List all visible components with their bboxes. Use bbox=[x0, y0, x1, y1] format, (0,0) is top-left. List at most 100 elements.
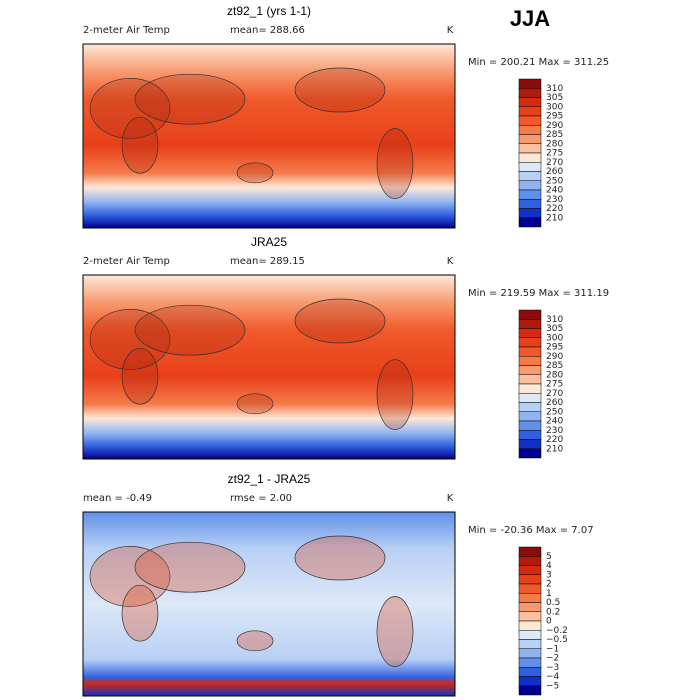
colorbar-label: 210 bbox=[546, 213, 563, 223]
colorbar-swatch bbox=[518, 556, 542, 566]
colorbar-swatch bbox=[518, 374, 542, 385]
colorbar-swatch bbox=[518, 648, 542, 659]
land-outline bbox=[294, 535, 386, 581]
colorbar-swatch bbox=[518, 393, 542, 403]
colorbar-label: 305 bbox=[546, 93, 563, 103]
colorbar-swatch bbox=[518, 583, 542, 594]
colorbar-label: 250 bbox=[546, 407, 563, 417]
colorbar-swatch bbox=[518, 171, 542, 181]
colorbar-swatch bbox=[518, 667, 542, 677]
colorbar-swatch bbox=[518, 309, 542, 320]
units: K bbox=[447, 25, 454, 36]
left-label: 2-meter Air Temp bbox=[83, 25, 170, 36]
range-label: Min = 219.59 Max = 311.19 bbox=[468, 288, 609, 299]
colorbar-swatch bbox=[518, 319, 542, 329]
colorbar-label: 300 bbox=[546, 102, 563, 112]
colorbar-swatch bbox=[518, 125, 542, 135]
colorbar-swatch bbox=[518, 676, 542, 686]
land-outline bbox=[134, 304, 246, 356]
colorbar-swatch bbox=[518, 639, 542, 649]
colorbar-swatch bbox=[518, 411, 542, 422]
colorbar-swatch bbox=[518, 78, 542, 89]
colorbar-label: 230 bbox=[546, 195, 563, 205]
land-outline bbox=[294, 298, 386, 344]
colorbar-label: 240 bbox=[546, 417, 563, 427]
colorbar-label: 295 bbox=[546, 343, 563, 353]
land-outline bbox=[376, 359, 414, 430]
colorbar-label: −3 bbox=[546, 663, 559, 673]
colorbar-swatch bbox=[518, 448, 542, 459]
land-outline bbox=[376, 596, 414, 667]
colorbar-label: 4 bbox=[546, 561, 552, 571]
colorbar-label: 5 bbox=[546, 552, 552, 562]
colorbar-label: 210 bbox=[546, 444, 563, 454]
colorbar-label: −0.2 bbox=[546, 626, 568, 636]
colorbar-label: 275 bbox=[546, 149, 563, 159]
land-outline bbox=[134, 73, 246, 125]
colorbar-label: 0 bbox=[546, 617, 552, 627]
colorbar-swatch bbox=[518, 346, 542, 357]
colorbar-label: 280 bbox=[546, 139, 563, 149]
colorbar-swatch bbox=[518, 134, 542, 144]
colorbar-swatch bbox=[518, 208, 542, 218]
colorbar-swatch bbox=[518, 199, 542, 209]
land-outline bbox=[134, 541, 246, 593]
land-outline bbox=[89, 78, 171, 139]
panel-title: zt92_1 (yrs 1-1) bbox=[227, 4, 311, 18]
panel-title: zt92_1 - JRA25 bbox=[228, 472, 311, 486]
colorbar-label: 250 bbox=[546, 176, 563, 186]
colorbar-swatch bbox=[518, 420, 542, 431]
colorbar-swatch bbox=[518, 337, 542, 348]
colorbar-label: 260 bbox=[546, 398, 563, 408]
colorbar-label: −1 bbox=[546, 644, 559, 654]
land-outline bbox=[294, 67, 386, 113]
colorbar-swatch bbox=[518, 88, 542, 98]
colorbar-swatch bbox=[518, 620, 542, 631]
colorbar-label: −0.5 bbox=[546, 635, 568, 645]
colorbar-swatch bbox=[518, 180, 542, 191]
colorbar-swatch bbox=[518, 439, 542, 449]
colorbar-swatch bbox=[518, 430, 542, 440]
colorbar-label: 240 bbox=[546, 186, 563, 196]
center-label: mean= 289.15 bbox=[230, 256, 305, 267]
colorbar-label: 2 bbox=[546, 580, 552, 590]
colorbar-label: 220 bbox=[546, 435, 563, 445]
colorbar-label: 295 bbox=[546, 112, 563, 122]
colorbar-swatch bbox=[518, 565, 542, 575]
colorbar-swatch bbox=[518, 162, 542, 172]
left-label: mean = -0.49 bbox=[83, 493, 152, 504]
colorbar-label: 270 bbox=[546, 389, 563, 399]
colorbar-swatch bbox=[518, 106, 542, 117]
panel-title: JRA25 bbox=[251, 235, 287, 249]
land-outline bbox=[121, 584, 159, 642]
range-label: Min = -20.36 Max = 7.07 bbox=[468, 525, 594, 536]
land-outline bbox=[89, 309, 171, 370]
colorbar-swatch bbox=[518, 574, 542, 585]
units: K bbox=[447, 256, 454, 267]
colorbar-label: 285 bbox=[546, 361, 563, 371]
center-label: mean= 288.66 bbox=[230, 25, 305, 36]
colorbar-swatch bbox=[518, 657, 542, 668]
colorbar-label: −2 bbox=[546, 654, 559, 664]
colorbar-swatch bbox=[518, 611, 542, 622]
colorbar-swatch bbox=[518, 217, 542, 228]
colorbar-label: 280 bbox=[546, 370, 563, 380]
colorbar-label: 275 bbox=[546, 380, 563, 390]
land-outline bbox=[89, 546, 171, 607]
colorbar-swatch bbox=[518, 630, 542, 640]
land-outline bbox=[121, 347, 159, 405]
colorbar-swatch bbox=[518, 365, 542, 375]
colorbar-label: −4 bbox=[546, 672, 560, 682]
center-label: rmse = 2.00 bbox=[230, 493, 292, 504]
colorbar-label: 310 bbox=[546, 84, 563, 94]
colorbar-swatch bbox=[518, 328, 542, 338]
colorbar-swatch bbox=[518, 685, 542, 696]
colorbar-label: 3 bbox=[546, 570, 552, 580]
colorbar-swatch bbox=[518, 383, 542, 394]
land-outline bbox=[376, 128, 414, 199]
colorbar-swatch bbox=[518, 152, 542, 163]
colorbar-label: 220 bbox=[546, 204, 563, 214]
colorbar-label: 285 bbox=[546, 130, 563, 140]
land-outline bbox=[121, 116, 159, 174]
